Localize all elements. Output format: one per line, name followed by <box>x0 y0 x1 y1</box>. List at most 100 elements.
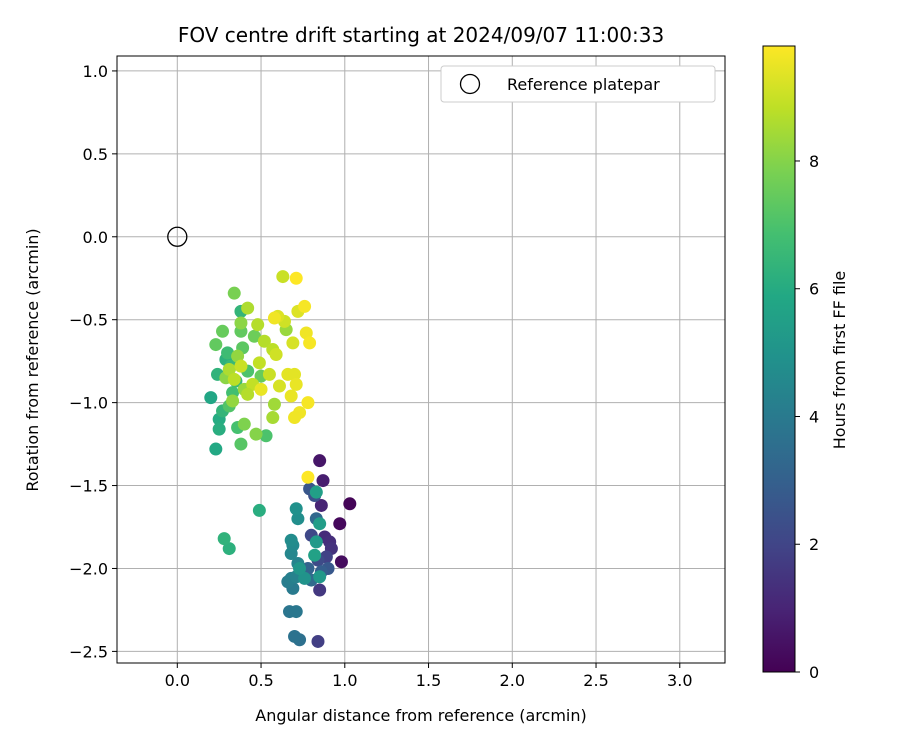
data-point <box>266 411 280 425</box>
y-axis-ticks: 1.0 0.5 0.0 −0.5 −1.0 −1.5 −2.0 −2.5 <box>69 62 117 661</box>
data-point <box>298 571 312 585</box>
y-tick-label: 0.5 <box>83 145 108 164</box>
colorbar-tick-label: 2 <box>809 535 819 554</box>
data-point <box>284 533 298 547</box>
data-point <box>289 502 303 516</box>
data-point <box>299 326 313 340</box>
legend: Reference platepar <box>440 65 716 103</box>
reference-platepar-point <box>167 226 188 247</box>
data-point <box>276 270 290 284</box>
plot-frame <box>116 55 726 664</box>
y-axis-label: Rotation from reference (arcmin) <box>23 228 42 491</box>
y-tick-label: 0.0 <box>83 228 108 247</box>
x-tick-label: 0.5 <box>248 671 273 690</box>
colorbar-gradient <box>762 45 796 673</box>
data-point <box>313 583 327 597</box>
data-point <box>308 548 322 562</box>
x-tick-label: 3.0 <box>667 671 692 690</box>
x-tick-label: 0.0 <box>165 671 190 690</box>
data-point <box>269 348 283 362</box>
data-point <box>333 517 347 531</box>
data-point <box>241 301 255 315</box>
colorbar: 0 2 4 6 8 Hours from first FF file <box>762 45 849 682</box>
data-point <box>286 336 300 350</box>
data-point <box>288 411 302 425</box>
data-point <box>288 629 302 643</box>
data-point <box>222 362 236 376</box>
data-points <box>204 270 357 648</box>
data-point <box>216 324 230 338</box>
y-tick-label: −1.0 <box>69 394 108 413</box>
data-point <box>247 329 261 343</box>
colorbar-tick-label: 0 <box>809 663 819 682</box>
data-point <box>231 349 245 363</box>
data-point <box>311 634 325 648</box>
colorbar-tick-label: 4 <box>809 407 819 426</box>
data-point <box>309 535 323 549</box>
legend-box <box>440 65 716 103</box>
y-tick-label: 1.0 <box>83 62 108 81</box>
data-point <box>316 474 330 488</box>
data-point <box>234 437 248 451</box>
data-point <box>313 517 327 531</box>
data-point <box>212 422 226 436</box>
legend-hollow-circle-icon <box>459 73 481 95</box>
reference-marker <box>167 226 188 247</box>
data-point <box>251 318 265 332</box>
x-tick-label: 2.0 <box>500 671 525 690</box>
colorbar-tick-label: 6 <box>809 280 819 299</box>
data-point <box>209 338 223 352</box>
data-point <box>289 271 303 285</box>
data-point <box>301 470 315 484</box>
data-point <box>291 512 305 526</box>
data-point <box>204 391 218 405</box>
y-tick-label: −2.5 <box>69 642 108 661</box>
data-point <box>267 311 281 325</box>
y-tick-label: −0.5 <box>69 311 108 330</box>
x-tick-label: 1.5 <box>416 671 441 690</box>
legend-label: Reference platepar <box>507 75 660 94</box>
data-point <box>259 429 273 443</box>
x-tick-label: 2.5 <box>583 671 608 690</box>
data-point <box>314 498 328 512</box>
data-point <box>237 417 251 431</box>
colorbar-tick-label: 8 <box>809 152 819 171</box>
x-tick-label: 1.0 <box>332 671 357 690</box>
data-point <box>313 454 327 468</box>
data-point <box>288 367 302 381</box>
data-point <box>257 334 271 348</box>
data-point <box>221 346 235 360</box>
data-point <box>254 382 268 396</box>
data-point <box>284 389 298 403</box>
data-point <box>252 356 266 370</box>
y-tick-label: −1.5 <box>69 477 108 496</box>
data-point <box>272 379 286 393</box>
data-point <box>298 299 312 313</box>
colorbar-ticks: 0 2 4 6 8 <box>795 152 819 682</box>
data-point <box>226 394 240 408</box>
data-point <box>289 605 303 619</box>
data-point <box>289 377 303 391</box>
data-point <box>313 570 327 584</box>
data-point <box>293 561 307 575</box>
data-point <box>234 359 248 373</box>
data-point <box>267 397 281 411</box>
data-point <box>309 485 323 499</box>
data-point <box>234 316 248 330</box>
data-point <box>343 497 357 511</box>
data-point <box>227 286 241 300</box>
data-point <box>252 503 266 517</box>
data-point <box>217 532 231 546</box>
data-point <box>249 427 263 441</box>
x-axis-label: Angular distance from reference (arcmin) <box>255 706 586 725</box>
data-point <box>301 396 315 410</box>
grid-lines <box>117 56 725 663</box>
data-point <box>262 367 276 381</box>
data-point <box>303 336 317 350</box>
y-tick-label: −2.0 <box>69 559 108 578</box>
x-axis-ticks: 0.0 0.5 1.0 1.5 2.0 2.5 3.0 <box>165 663 693 690</box>
data-point <box>334 555 348 569</box>
data-point <box>222 542 236 556</box>
colorbar-label: Hours from first FF file <box>830 271 849 450</box>
